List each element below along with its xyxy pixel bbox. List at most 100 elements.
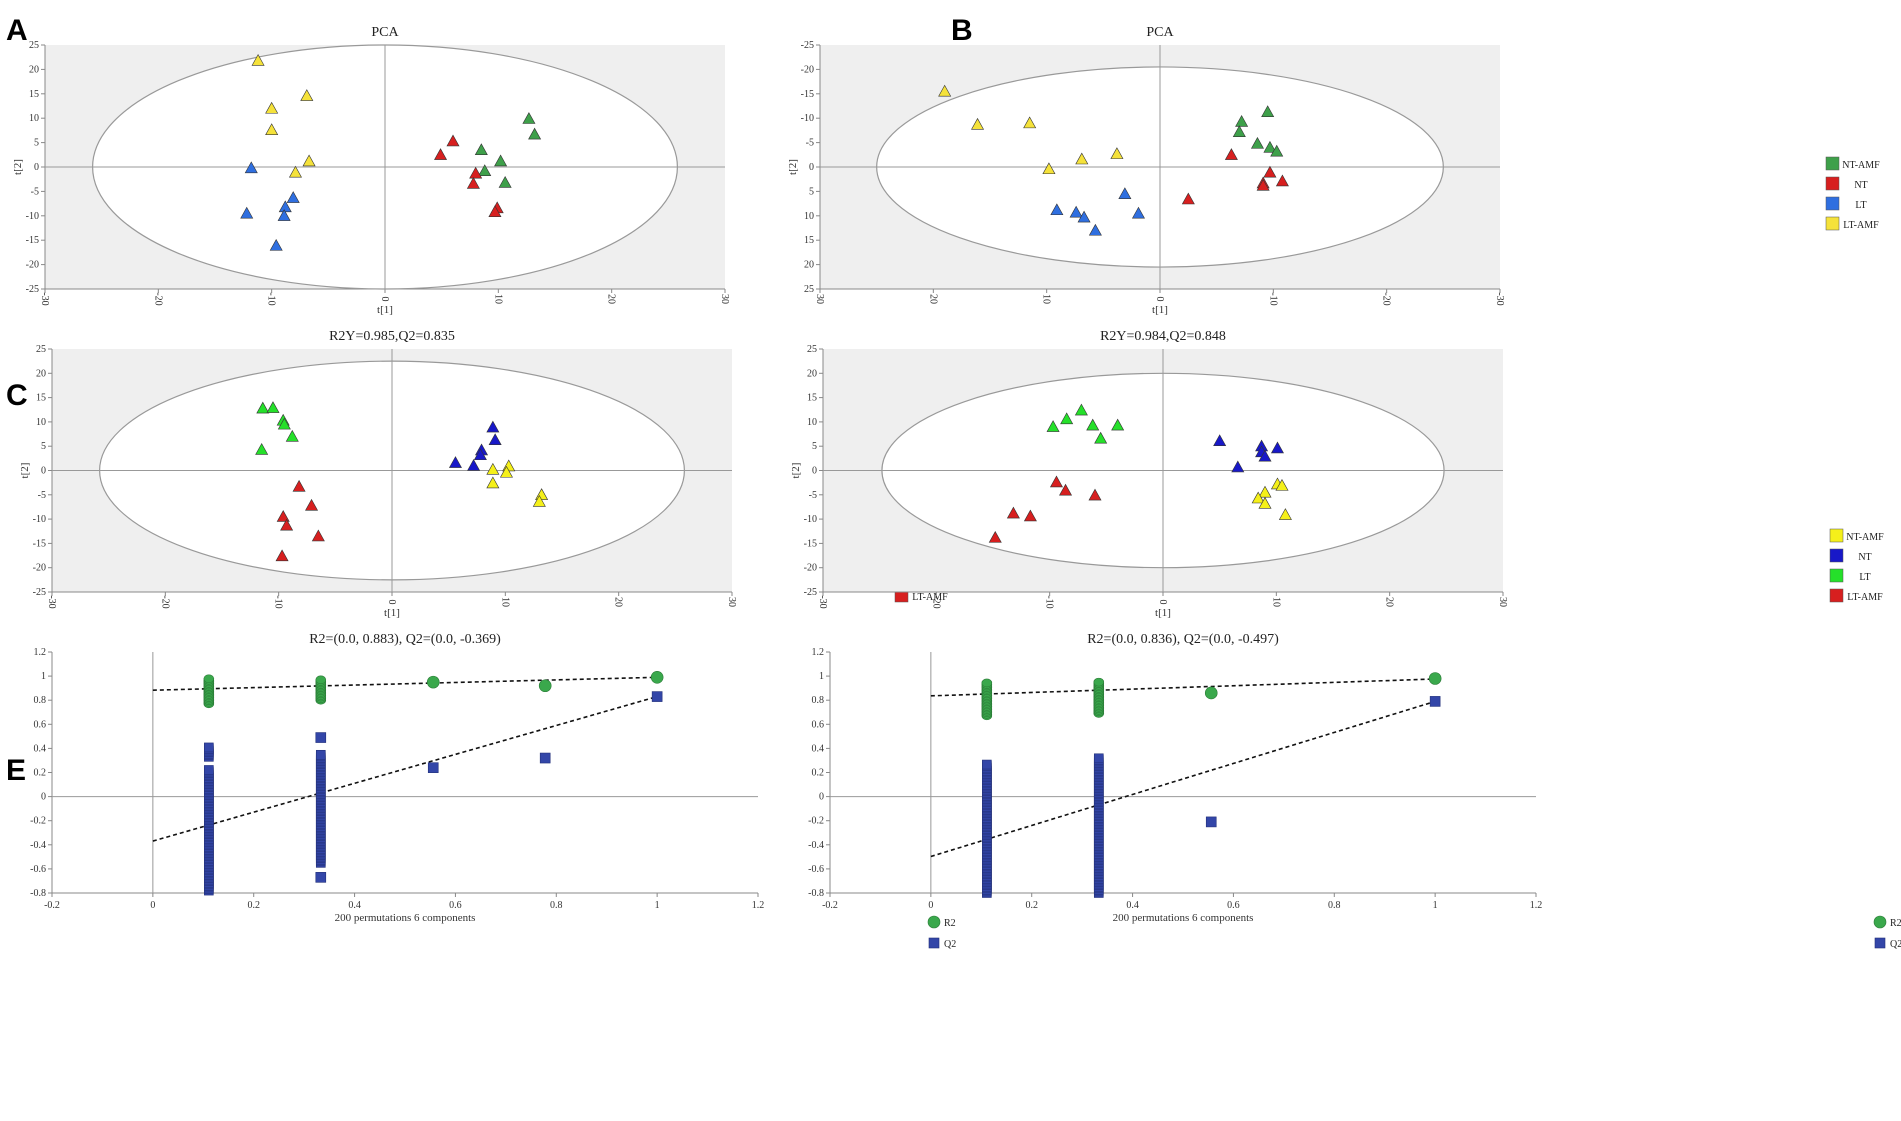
data-point-nt-amf <box>498 175 512 188</box>
data-point-lt <box>1118 187 1132 199</box>
data-point-nt-amf <box>532 494 546 507</box>
permutation-point-q2 <box>651 691 663 702</box>
permutation-point-q2 <box>1093 753 1104 764</box>
x-tick-label: -20 <box>159 595 170 608</box>
legend-swatch-q2 <box>928 937 940 949</box>
regression-line-r2 <box>930 678 1436 697</box>
x-tick-label: 0.6 <box>449 900 462 911</box>
permutation-point-r2 <box>426 675 440 689</box>
data-point-nt-amf <box>1258 496 1272 509</box>
data-point-lt-amf <box>1059 483 1073 496</box>
permutation-point-q2 <box>204 765 214 775</box>
permutation-point-q2 <box>315 732 327 743</box>
panel-letter-b: B <box>951 14 973 47</box>
legend-label-nt-amf: NT-AMF <box>1842 160 1880 171</box>
data-point-nt-amf <box>1270 144 1284 157</box>
y-tick-label: 1 <box>41 671 46 682</box>
y-tick-label: 15 <box>807 393 817 404</box>
y-tick-label: 0.6 <box>34 719 47 730</box>
y-tick-label: -0.6 <box>808 864 824 875</box>
data-point-nt-amf <box>1235 114 1249 127</box>
y-axis-label-A: t[2] <box>12 159 24 175</box>
data-point-lt <box>285 429 299 442</box>
x-tick-label: 0 <box>150 900 155 911</box>
y-tick-label: -15 <box>26 235 39 246</box>
x-tick-label: 0.2 <box>247 900 260 911</box>
data-point-nt-amf <box>1278 508 1292 520</box>
y-tick-label: 0.2 <box>34 768 47 779</box>
y-tick-label: 20 <box>807 368 817 379</box>
data-point-lt-amf <box>265 123 279 136</box>
x-tick-label: 0.6 <box>1227 900 1240 911</box>
data-point-lt-amf <box>988 530 1002 543</box>
data-point-nt <box>473 448 487 461</box>
permutation-point-q2 <box>982 759 992 770</box>
data-point-lt <box>1111 418 1125 431</box>
data-point-nt <box>1224 148 1238 160</box>
y-tick-label: -10 <box>33 514 46 525</box>
panel-letter-c: C <box>6 379 28 412</box>
x-tick-label: 1 <box>1433 900 1438 911</box>
data-point-lt-amf <box>265 101 279 114</box>
x-tick-label: 0 <box>386 600 397 605</box>
y-tick-label: 5 <box>809 186 814 197</box>
y-tick-label: 25 <box>29 40 39 51</box>
y-tick-label: 0.8 <box>812 695 825 706</box>
legend-label-lt-amf: LT-AMF <box>1843 220 1879 231</box>
data-point-nt <box>1263 165 1277 178</box>
y-tick-label: -10 <box>804 514 817 525</box>
data-point-lt-amf <box>305 498 319 511</box>
permutation-point-q2 <box>427 762 439 773</box>
y-tick-label: -15 <box>33 538 46 549</box>
panel-letter-a: A <box>6 14 28 47</box>
data-point-lt-amf <box>251 53 265 66</box>
y-tick-label: 0 <box>34 162 39 173</box>
y-tick-label: -20 <box>33 563 46 574</box>
data-point-lt <box>256 401 270 414</box>
y-tick-label: 25 <box>36 344 46 355</box>
permutation-point-q2 <box>204 742 214 753</box>
permutation-point-q2 <box>1429 696 1441 707</box>
x-tick-label: 0 <box>928 900 933 911</box>
x-tick-label: -10 <box>1044 595 1055 608</box>
x-axis-label-B: t[1] <box>1152 304 1168 316</box>
y-axis-label-B: t[2] <box>787 159 799 175</box>
y-tick-label: -5 <box>809 490 817 501</box>
data-point-nt <box>434 148 448 160</box>
y-tick-label: -0.8 <box>30 888 46 899</box>
x-tick-label: -30 <box>39 292 50 305</box>
regression-line-r2 <box>152 676 658 691</box>
chart-title-F: R2=(0.0, 0.836), Q2=(0.0, -0.497) <box>1087 632 1279 647</box>
data-point-lt-amf <box>1023 116 1037 129</box>
y-tick-label: 0 <box>41 466 46 477</box>
legend-label-lt: LT <box>1859 572 1870 583</box>
data-point-lt-amf <box>1088 488 1102 501</box>
legend-label-nt: NT <box>1854 180 1867 191</box>
data-point-lt <box>244 161 258 174</box>
legend-label-q2: Q2 <box>1890 939 1901 950</box>
data-point-lt-amf <box>938 84 952 97</box>
x-tick-label: 30 <box>814 294 825 304</box>
y-tick-label: 15 <box>804 235 814 246</box>
y-tick-label: -0.8 <box>808 888 824 899</box>
x-tick-label: -30 <box>1494 292 1505 305</box>
data-point-lt <box>1074 403 1088 416</box>
legend-label-lt-amf: LT-AMF <box>1847 592 1883 603</box>
data-point-lt <box>1086 418 1100 431</box>
legend-label-r2: R2 <box>944 918 956 929</box>
data-point-nt-amf <box>478 164 492 177</box>
x-tick-label: 20 <box>927 294 938 304</box>
y-tick-label: 0 <box>819 792 824 803</box>
y-tick-label: 5 <box>812 441 817 452</box>
data-point-lt-amf <box>276 510 290 522</box>
x-tick-label: -30 <box>46 595 57 608</box>
x-tick-label: 0 <box>1154 297 1165 302</box>
permutation-point-r2 <box>203 674 215 684</box>
x-tick-label: 0.2 <box>1025 900 1038 911</box>
permutation-point-r2 <box>981 678 993 688</box>
y-tick-label: 10 <box>29 113 39 124</box>
x-tick-label: 10 <box>1041 294 1052 304</box>
